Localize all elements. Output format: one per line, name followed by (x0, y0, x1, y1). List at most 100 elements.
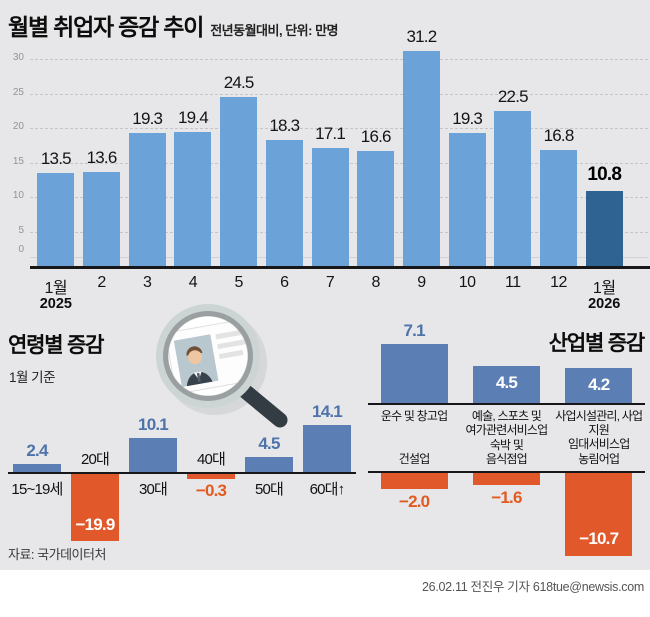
y-tick-label: 15 (12, 156, 24, 167)
year-label: 2026 (588, 296, 621, 312)
zero-line (8, 472, 356, 474)
x-tick-label: 2 (97, 274, 106, 291)
bar-value: 4.2 (588, 375, 610, 394)
industry-section-title: 산업별 증감 (548, 332, 645, 355)
bar-value: −2.0 (398, 492, 430, 511)
y-tick-label: 30 (12, 52, 24, 63)
industry-negative-chart: 건설업 −2.0 숙박 및 음식점업 −1.6 농림어업 −10.7 (368, 430, 645, 568)
bar (380, 473, 448, 489)
x-tick-label: 1월 (44, 280, 68, 297)
age-section-subtitle: 1월 기준 (9, 370, 56, 385)
x-tick-label: 11 (505, 274, 521, 291)
bar (540, 150, 578, 266)
bar (71, 474, 119, 541)
x-tick-label: 12 (550, 274, 567, 291)
bar-value: −0.3 (195, 481, 227, 500)
x-tick-label: 7 (325, 274, 335, 291)
category-label: 50대 (254, 481, 284, 498)
header: 월별 취업자 증감 추이 전년동월대비, 단위: 만명 (8, 8, 338, 42)
bar (472, 473, 540, 485)
bar (83, 172, 121, 266)
x-tick-label: 8 (371, 274, 381, 291)
bar-value: 4.5 (495, 373, 518, 392)
bar (187, 474, 235, 479)
bar-value: 16.8 (543, 126, 575, 145)
bar (565, 473, 633, 556)
y-tick-label: 25 (12, 87, 24, 98)
bar-value: 10.1 (138, 415, 169, 434)
bar-value: 22.5 (497, 87, 529, 106)
x-axis-line (30, 266, 650, 269)
bar-value: 19.3 (452, 109, 483, 128)
infographic-panel: 월별 취업자 증감 추이 전년동월대비, 단위: 만명 0 5 10 15 20 25 30 1… (0, 0, 650, 570)
bar (357, 151, 395, 266)
gridline (30, 128, 648, 129)
gridline (30, 59, 648, 60)
bar-value: 14.1 (312, 402, 343, 421)
bar (303, 425, 351, 472)
category-label: 건설업 (398, 452, 431, 466)
age-section-title: 연령별 증감 (8, 334, 104, 357)
bar-value: 19.3 (132, 109, 163, 128)
bar (448, 133, 486, 266)
bar-value: 19.4 (177, 108, 209, 127)
y-tick-label: 10 (12, 190, 24, 201)
category-label: 20대 (80, 451, 110, 468)
bar-value: 4.5 (258, 434, 280, 453)
zero-line (368, 471, 645, 473)
y-tick-label: 20 (12, 121, 24, 132)
bar-value: 17.1 (315, 124, 346, 143)
gridline (30, 94, 648, 95)
bar-value: −19.9 (75, 515, 115, 534)
bar (37, 173, 75, 266)
industry-positive-chart: 7.1 운수 및 창고업 4.5 예술, 스포츠 및 여가관련서비스업 4.2 사업시설관… (368, 321, 645, 451)
source-note: 자료: 국가데이터처 (8, 547, 106, 562)
bar-value: 24.5 (223, 73, 255, 92)
x-tick-label: 3 (143, 274, 152, 291)
bar-value: −10.7 (579, 529, 619, 548)
bar-value: 31.2 (406, 27, 437, 46)
byline: 26.02.11 전진우 기자 618tue@newsis.com (422, 580, 644, 594)
bar (174, 132, 212, 266)
bar (128, 133, 166, 266)
bar-value: 13.6 (86, 148, 118, 167)
bar (220, 97, 258, 266)
x-tick-label: 10 (458, 274, 476, 291)
x-tick-label: 4 (188, 274, 198, 291)
bar (245, 457, 293, 472)
year-label: 2025 (39, 296, 72, 312)
zero-line (368, 403, 645, 405)
bar (13, 464, 61, 472)
bar-value: 10.8 (587, 164, 622, 185)
bar-value: 18.3 (269, 116, 300, 135)
bar (402, 51, 440, 266)
category-label: 운수 및 창고업 (380, 409, 448, 423)
category-label: 숙박 및 음식점업 (485, 438, 528, 466)
bar (585, 191, 623, 266)
x-tick-label: 6 (280, 274, 289, 291)
bar (494, 111, 532, 266)
bar (565, 368, 633, 403)
category-label: 예술, 스포츠 및 여가관련서비스업 (465, 409, 548, 437)
bar-value: 16.6 (360, 127, 392, 146)
bar (129, 438, 177, 472)
magnifier-resume-icon (156, 304, 288, 428)
x-tick-label: 1월 (592, 280, 616, 297)
y-tick-label: 0 (18, 244, 24, 255)
category-label: 사업시설관리, 사업지원 임대서비스업 (555, 409, 643, 451)
category-label: 40대 (196, 451, 226, 468)
category-label: 농림어업 (578, 452, 620, 466)
bar-value: 7.1 (403, 321, 426, 340)
y-tick-label: 5 (18, 225, 24, 236)
bar-value: 2.4 (26, 441, 48, 460)
bar-value: −1.6 (491, 488, 522, 507)
unit-note: 전년동월대비, 단위: 만명 (210, 23, 338, 38)
category-label: 30대 (138, 481, 168, 498)
bar (380, 344, 448, 403)
monthly-employment-chart: 0 5 10 15 20 25 30 13.5 1월 13.6 2 19.3 3 19.4 4 24.5 5 18… (0, 27, 650, 320)
x-tick-label: 9 (417, 274, 426, 291)
bar (311, 148, 349, 266)
age-chart: 2.4 15~19세 −19.9 20대 10.1 30대 −0.3 40대 4.5 50대 14.… (8, 390, 356, 562)
x-tick-label: 5 (234, 274, 243, 291)
